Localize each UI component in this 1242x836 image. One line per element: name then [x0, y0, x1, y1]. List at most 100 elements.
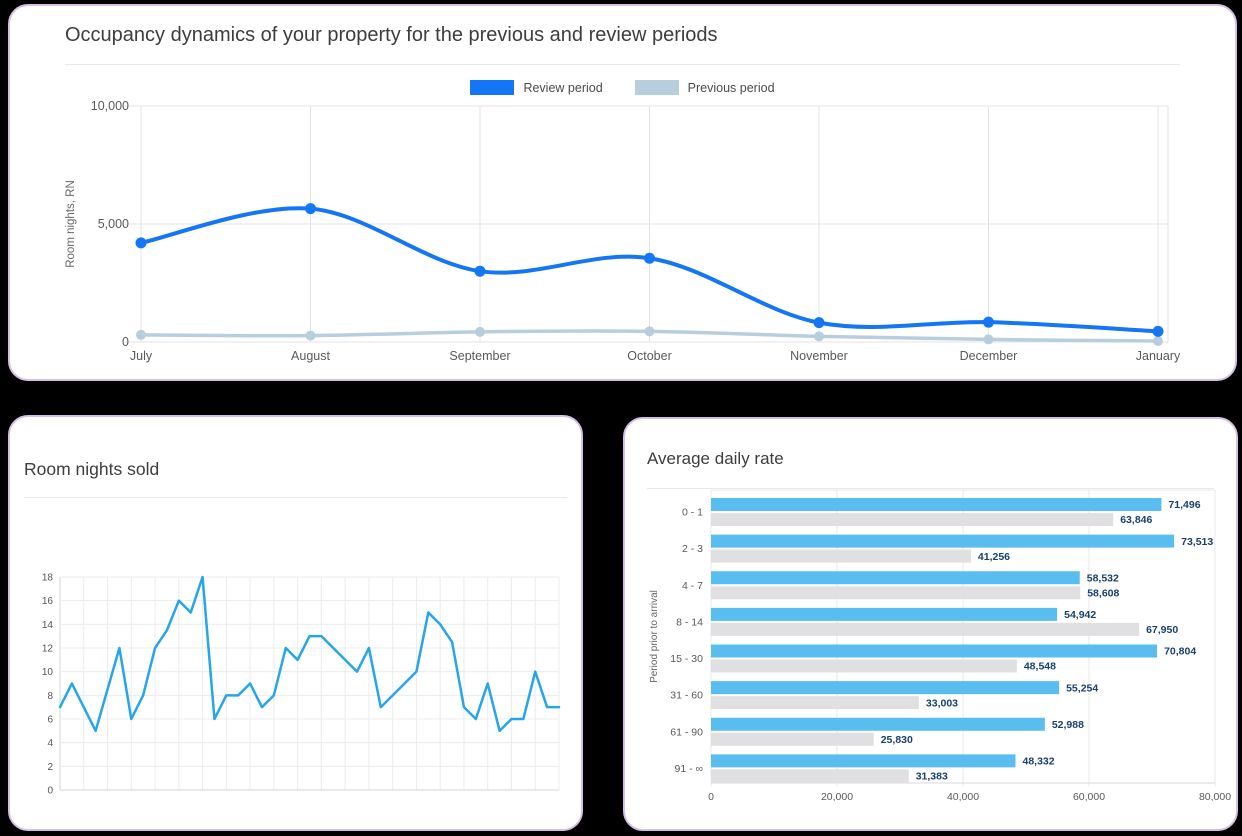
y-axis-tick-label: 16 [42, 596, 54, 607]
review-period-bar[interactable] [711, 681, 1060, 695]
data-point-marker[interactable] [475, 326, 485, 337]
occupancy-legend: Review period Previous period [10, 80, 1235, 95]
review-period-bar[interactable] [711, 498, 1162, 511]
previous-period-bar[interactable] [711, 696, 919, 710]
room-nights-sold-line[interactable] [58, 575, 561, 733]
previous-period-bar[interactable] [711, 732, 874, 746]
previous-period-bar[interactable] [711, 769, 909, 783]
data-point-marker[interactable] [305, 330, 316, 341]
category-label: 31 - 60 [670, 690, 703, 702]
y-axis-tick-label: 18 [42, 573, 54, 584]
category-label: 4 - 7 [682, 580, 703, 592]
review-period-bar[interactable] [711, 534, 1175, 548]
data-point-marker[interactable] [136, 329, 146, 340]
data-point-marker[interactable] [305, 203, 316, 215]
y-axis-tick-label: 0 [47, 786, 53, 797]
legend-label-previous-period: Previous period [687, 80, 775, 95]
bar-value-label: 41,256 [978, 551, 1010, 563]
data-point-marker[interactable] [983, 334, 994, 345]
review-period-swatch [470, 80, 515, 95]
bar-value-label: 71,496 [1168, 499, 1200, 511]
previous-period-bar[interactable] [711, 549, 971, 563]
month-label: July [130, 349, 153, 363]
x-axis-tick-label: 80,000 [1199, 791, 1231, 803]
bar-value-label: 33,003 [926, 697, 958, 709]
category-label: 2 - 3 [682, 543, 703, 555]
category-label: 15 - 30 [670, 653, 703, 665]
x-axis-tick-label: 0 [708, 791, 714, 803]
y-axis-tick-label: 8 [47, 691, 53, 702]
bar-value-label: 31,383 [916, 771, 948, 783]
review-period-bar[interactable] [711, 754, 1016, 768]
bar-value-label: 48,332 [1022, 756, 1054, 768]
data-point-marker[interactable] [644, 252, 655, 264]
category-label: 0 - 1 [682, 507, 703, 519]
legend-item-review-period[interactable]: Review period [470, 80, 603, 95]
data-point-marker[interactable] [983, 316, 994, 328]
previous-period-bar[interactable] [711, 622, 1140, 636]
y-axis-tick-label: 12 [42, 644, 54, 655]
data-point-marker[interactable] [1153, 336, 1163, 347]
review-period-bar[interactable] [711, 571, 1080, 585]
occupancy-card: Occupancy dynamics of your property for … [8, 4, 1237, 381]
room-nights-sold-card: Room nights sold 0 2 4 6 8 10 12 14 16 18 [8, 415, 583, 831]
previous-period-bar[interactable] [711, 659, 1017, 673]
data-point-marker[interactable] [135, 237, 147, 249]
room-nights-sold-line-chart[interactable]: 0 2 4 6 8 10 12 14 16 18 [10, 417, 581, 829]
data-point-marker[interactable] [813, 317, 825, 329]
previous-period-bar[interactable] [711, 586, 1081, 600]
y-axis-title: Room nights, RN [65, 180, 77, 268]
average-daily-rate-title: Average daily rate [647, 449, 784, 468]
bar-value-label: 55,254 [1066, 682, 1098, 694]
bar-value-label: 48,548 [1024, 661, 1056, 673]
bar-value-label: 54,942 [1064, 609, 1096, 621]
review-period-bar[interactable] [711, 607, 1058, 621]
divider [65, 64, 1180, 65]
category-label: 61 - 90 [670, 726, 703, 738]
data-point-marker[interactable] [474, 265, 486, 277]
previous-period-bar[interactable] [711, 513, 1114, 526]
month-label: October [627, 349, 671, 363]
review-period-bar[interactable] [711, 717, 1045, 731]
review-period-bar[interactable] [711, 644, 1158, 658]
bar-value-label: 63,846 [1120, 514, 1152, 526]
bar-value-label: 70,804 [1164, 646, 1196, 658]
y-axis-tick-label: 5,000 [98, 217, 129, 231]
y-axis-tick-label: 10,000 [91, 99, 129, 113]
category-label: 91 - ∞ [675, 763, 704, 775]
y-axis-tick-label: 14 [42, 620, 54, 631]
x-axis-tick-label: 20,000 [821, 791, 853, 803]
occupancy-line-chart[interactable]: 0 5,000 10,000 July August September October No… [10, 6, 1235, 379]
average-daily-rate-card: Average daily rate 0 20,000 40,000 60,000 80… [623, 417, 1238, 831]
bar-value-label: 52,988 [1052, 719, 1084, 731]
legend-label-review-period: Review period [523, 80, 603, 95]
month-label: November [790, 349, 848, 363]
y-axis-tick-label: 0 [122, 335, 129, 349]
category-label: 8 - 14 [676, 616, 703, 628]
x-axis-tick-label: 40,000 [947, 791, 979, 803]
bar-value-label: 73,513 [1181, 536, 1213, 548]
average-daily-rate-bar-chart[interactable]: 0 20,000 40,000 60,000 80,000 Period prior to… [625, 419, 1236, 829]
previous-period-swatch [634, 80, 679, 95]
room-nights-sold-title: Room nights sold [24, 459, 160, 479]
divider [647, 488, 1214, 489]
bar-value-label: 67,950 [1146, 624, 1178, 636]
legend-item-previous-period[interactable]: Previous period [634, 80, 775, 95]
bar-value-label: 58,532 [1087, 572, 1119, 584]
month-label: January [1136, 349, 1181, 363]
data-point-marker[interactable] [644, 326, 655, 337]
occupancy-title: Occupancy dynamics of your property for … [65, 24, 718, 46]
month-label: September [449, 349, 510, 363]
y-axis-tick-label: 6 [47, 715, 53, 726]
bar-value-label: 25,830 [881, 734, 913, 746]
x-axis-tick-label: 60,000 [1073, 791, 1105, 803]
divider [24, 497, 567, 498]
y-axis-tick-label: 2 [47, 762, 53, 773]
data-point-marker[interactable] [1152, 325, 1164, 337]
y-axis-tick-label: 4 [47, 738, 53, 749]
month-label: August [291, 349, 330, 363]
month-label: December [960, 349, 1018, 363]
bar-value-label: 58,608 [1087, 587, 1119, 599]
data-point-marker[interactable] [814, 331, 824, 342]
